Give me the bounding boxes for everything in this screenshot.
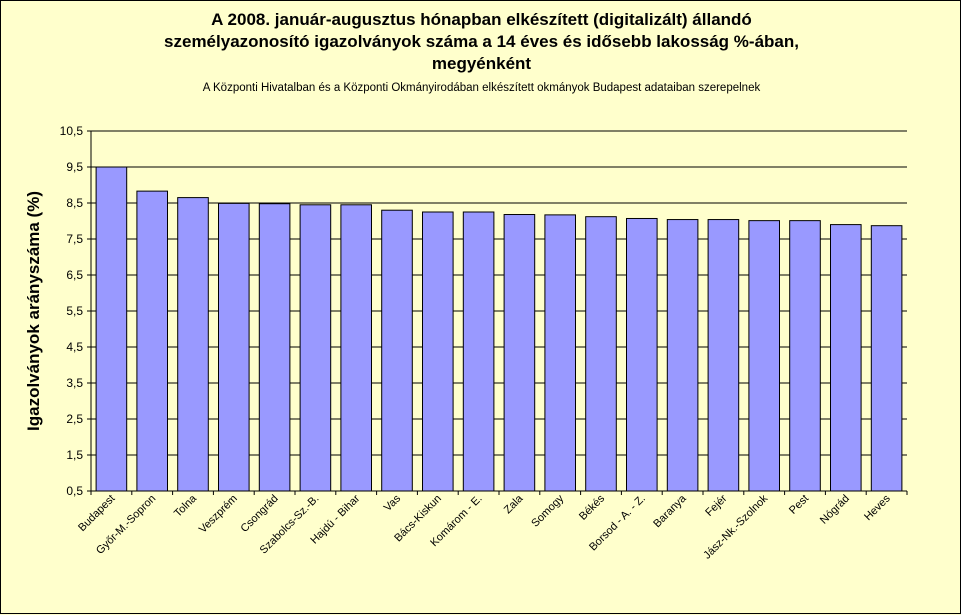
- y-tick-label: 5,5: [66, 304, 83, 318]
- y-tick-label: 2,5: [66, 412, 83, 426]
- bar: [748, 220, 781, 492]
- x-tick-label: Pest: [787, 493, 811, 517]
- y-tick-label: 3,5: [66, 376, 83, 390]
- bar: [462, 211, 495, 492]
- bar: [95, 166, 128, 492]
- x-tick-label: Baranya: [651, 492, 689, 530]
- x-tick-label: Heves: [862, 492, 893, 523]
- bar: [544, 214, 577, 492]
- y-tick-label: 10,5: [60, 124, 84, 138]
- bar: [258, 203, 291, 492]
- x-tick-label: Nógrád: [818, 493, 852, 527]
- chart-title-line: megyénként: [431, 54, 532, 73]
- bar: [177, 197, 209, 492]
- axes: [87, 130, 908, 495]
- x-tick-label: Budapest: [76, 493, 117, 534]
- y-tick-label: 8,5: [66, 196, 83, 210]
- bar: [707, 219, 740, 492]
- bar: [789, 220, 821, 492]
- bars: [95, 166, 903, 492]
- x-tick-label: Békés: [577, 492, 607, 522]
- y-tick-label: 6,5: [66, 268, 83, 282]
- bar: [626, 217, 658, 492]
- y-tick-label: 4,5: [66, 340, 83, 354]
- bar: [870, 225, 903, 492]
- bar: [830, 224, 862, 492]
- y-axis-label: Igazolványok arányszáma (%): [24, 191, 43, 431]
- bar: [381, 209, 413, 492]
- chart-title-line: személyazonosító igazolványok száma a 14…: [164, 32, 799, 51]
- bar: [503, 214, 536, 492]
- x-tick-label: Somogy: [529, 492, 566, 529]
- y-tick-label: 1,5: [66, 448, 83, 462]
- bar: [666, 219, 699, 492]
- bar: [585, 216, 617, 492]
- y-tick-labels: 0,5 1,5 2,5 3,5 4,5 5,5 6,5 7,5 8,5 9,5 10,5: [60, 124, 84, 498]
- x-tick-label: Csongrád: [239, 493, 281, 535]
- gridlines: [91, 130, 907, 456]
- bar: [340, 204, 372, 492]
- y-tick-label: 7,5: [66, 232, 83, 246]
- x-tick-label: Tolna: [172, 492, 200, 520]
- bar: [422, 211, 454, 492]
- bar: [299, 204, 332, 492]
- chart-title-line: A 2008. január-augusztus hónapban elkész…: [211, 10, 752, 29]
- chart-title: A 2008. január-augusztus hónapban elkész…: [1, 9, 961, 75]
- bar: [218, 202, 250, 492]
- y-tick-label: 9,5: [66, 160, 83, 174]
- bar: [136, 190, 168, 492]
- y-tick-label: 0,5: [66, 484, 83, 498]
- chart-subtitle: A Központi Hivatalban és a Központi Okmá…: [202, 82, 761, 94]
- x-tick-label: Veszprém: [197, 493, 240, 536]
- x-tick-label: Fejér: [703, 492, 729, 518]
- x-tick-label: Vas: [382, 492, 404, 514]
- x-tick-label: Zala: [502, 492, 526, 516]
